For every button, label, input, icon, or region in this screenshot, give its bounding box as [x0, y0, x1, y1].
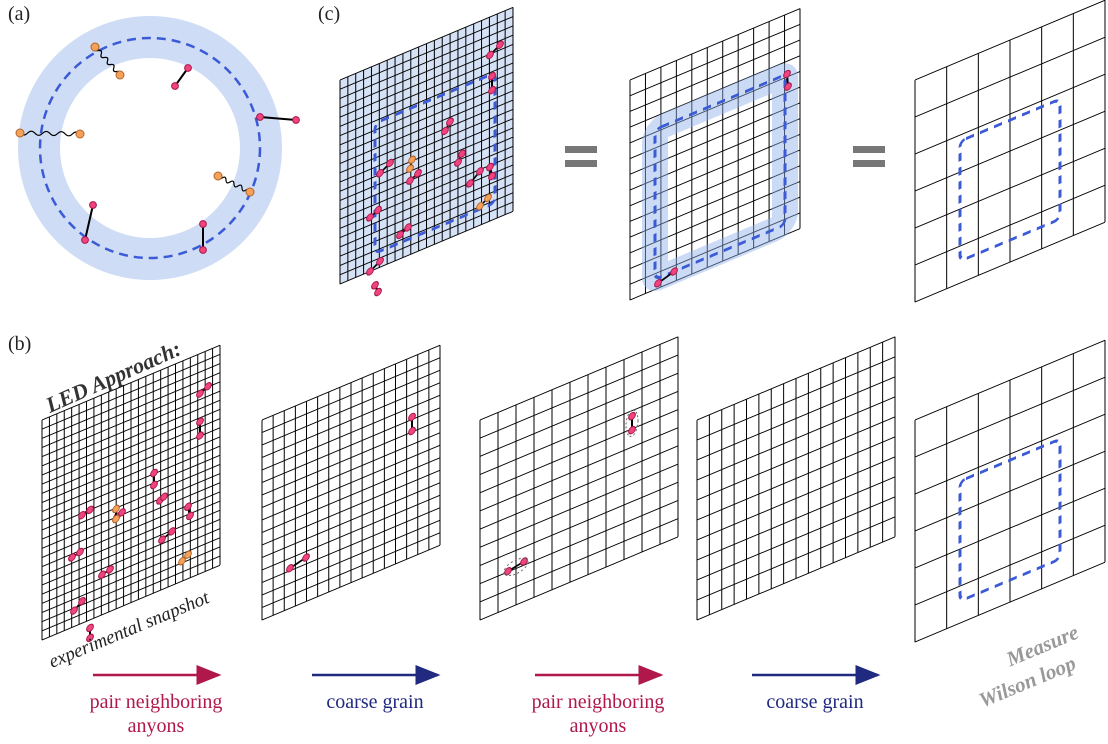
lattice [697, 337, 895, 620]
lattice [340, 7, 513, 311]
lattice [630, 9, 800, 300]
equals [565, 146, 885, 167]
step-label: pair neighboring [90, 691, 223, 713]
step-label: coarse grain [766, 691, 863, 713]
step-label: pair neighboring [532, 691, 665, 713]
anyon [76, 130, 84, 138]
anyon [214, 172, 222, 180]
anyon [113, 514, 120, 524]
step-label: anyons [128, 715, 185, 737]
measure-label: Measure Wilson loop [975, 620, 1082, 712]
lattice-line [480, 446, 678, 529]
lattice-line [480, 355, 678, 438]
anyon [82, 237, 89, 244]
lattice-line [480, 428, 678, 511]
anyon [87, 505, 94, 515]
anyon [99, 570, 106, 580]
anyon [200, 221, 207, 228]
anyon [187, 511, 194, 521]
lattice-line [480, 373, 678, 456]
anyon [87, 623, 94, 633]
anyon [409, 426, 416, 436]
anyon [91, 43, 99, 51]
lattice-lines [915, 0, 1105, 302]
figure: (a) (c) (b) LED Approach: experimental s… [0, 0, 1108, 744]
anyon [107, 565, 114, 575]
lattice-lines [697, 337, 895, 620]
lattice-line [480, 537, 678, 620]
anyon [303, 553, 310, 563]
anyon [185, 65, 192, 72]
anyon [172, 83, 179, 90]
panel-label: (c) [318, 3, 340, 25]
lattice-line [480, 337, 678, 420]
step-label: anyons [570, 715, 627, 737]
anyon [119, 508, 126, 518]
step-label: coarse grain [326, 691, 423, 713]
lattice [915, 340, 1105, 642]
anyon [69, 553, 76, 563]
anyon [409, 412, 416, 422]
anyon [179, 556, 186, 566]
lattice-lines [915, 340, 1105, 642]
anyon [629, 411, 636, 421]
anyon [79, 596, 86, 606]
lattice [915, 0, 1105, 302]
anyon [90, 202, 97, 209]
anyon [16, 129, 24, 137]
grids [42, 0, 1105, 661]
anyon [287, 563, 294, 573]
panel-label: (b) [8, 333, 31, 355]
lattice-line [480, 482, 678, 565]
lattice-lines [262, 345, 440, 620]
anyon [257, 114, 264, 121]
anyon [151, 468, 158, 478]
loop-halo [655, 75, 785, 280]
anyon [161, 492, 168, 502]
lattice-line [480, 464, 678, 547]
anyon [200, 247, 207, 254]
lattice-line [480, 519, 678, 602]
lattice-lines [480, 337, 678, 620]
anyon [293, 117, 300, 124]
lattice-line [480, 410, 678, 493]
annulus [18, 16, 282, 280]
anyon [116, 71, 124, 79]
anyon [79, 510, 86, 520]
anyon [151, 480, 158, 490]
panel-label: (a) [8, 3, 30, 25]
anyon [169, 527, 176, 537]
anyon [246, 188, 254, 196]
anyon [505, 566, 512, 576]
anyon [77, 547, 84, 557]
lattice [480, 337, 678, 620]
lattice [262, 345, 440, 620]
lattice-line [480, 391, 678, 474]
